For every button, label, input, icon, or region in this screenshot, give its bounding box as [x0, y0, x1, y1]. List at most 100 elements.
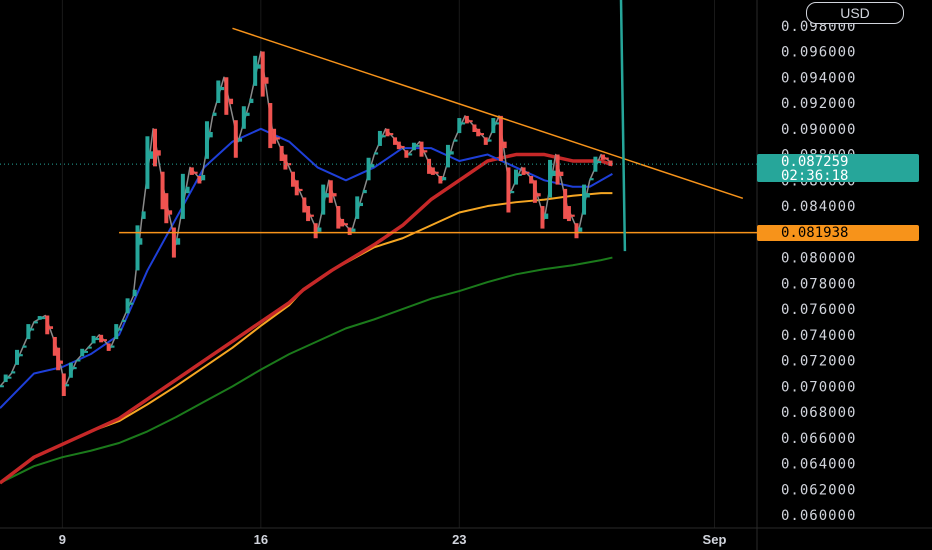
candle: [355, 196, 360, 219]
candle: [396, 141, 401, 150]
candle: [374, 152, 379, 155]
candle: [389, 133, 394, 136]
candle: [294, 180, 299, 196]
candle: [317, 227, 322, 232]
candle: [0, 385, 4, 388]
y-tick-label: 0.094000: [781, 70, 856, 86]
currency-button[interactable]: USD: [806, 2, 904, 24]
candle: [253, 55, 258, 86]
candle: [290, 171, 295, 187]
y-tick-label: 0.076000: [781, 302, 856, 318]
candle: [26, 324, 31, 340]
candle: [152, 128, 157, 167]
candle: [506, 167, 511, 213]
candle: [52, 336, 57, 356]
candle: [468, 120, 473, 123]
candle: [510, 191, 515, 194]
candle: [102, 339, 107, 342]
candle: [502, 141, 507, 149]
candle: [574, 223, 579, 239]
candle: [125, 298, 130, 314]
candle: [400, 145, 405, 148]
candle: [427, 158, 432, 174]
y-tick-label: 0.096000: [781, 45, 856, 61]
spike-candle: [619, 0, 627, 252]
candle: [434, 171, 439, 174]
candle: [65, 384, 70, 387]
candle: [449, 151, 454, 155]
candle: [118, 328, 123, 331]
y-tick-label: 0.070000: [781, 379, 856, 395]
candle: [56, 347, 61, 371]
candle: [138, 238, 143, 245]
candle: [41, 317, 46, 320]
candle: [260, 51, 265, 97]
trendlines[interactable]: [119, 27, 757, 234]
candle: [328, 180, 333, 203]
candle: [241, 106, 246, 129]
last-price-badge: 0.087259 02:36:18: [757, 154, 919, 183]
candle: [80, 348, 85, 357]
candle: [536, 193, 541, 197]
candle: [578, 227, 583, 232]
candle: [381, 135, 386, 138]
candle: [185, 186, 190, 194]
candle: [366, 157, 371, 181]
candle: [525, 171, 530, 174]
candle: [216, 80, 221, 104]
candle: [445, 144, 450, 168]
candle: [563, 188, 568, 219]
candle: [3, 374, 8, 383]
candle: [438, 176, 443, 184]
candle: [287, 163, 292, 166]
candle: [479, 133, 484, 136]
candle: [201, 174, 206, 181]
candle: [249, 98, 254, 104]
x-axis[interactable]: 9 16 23 Sep: [59, 532, 727, 547]
y-tick-label: 0.066000: [781, 431, 856, 447]
candle: [204, 121, 209, 159]
candle: [589, 178, 594, 181]
candle: [411, 142, 416, 151]
candle: [264, 77, 269, 84]
candle: [256, 64, 261, 69]
candle: [604, 157, 609, 160]
candle: [385, 128, 390, 137]
candle: [608, 160, 613, 166]
candle: [472, 124, 477, 132]
candle: [99, 334, 104, 343]
candle: [343, 223, 348, 226]
y-tick-label: 0.078000: [781, 276, 856, 292]
candle: [208, 132, 213, 138]
candle: [87, 346, 92, 349]
y-tick-label: 0.074000: [781, 328, 856, 344]
candle: [582, 184, 587, 215]
candle: [408, 153, 413, 156]
candle: [156, 150, 161, 156]
candle: [132, 289, 137, 297]
candle: [149, 151, 154, 159]
candle: [171, 227, 176, 258]
candle: [555, 154, 560, 185]
candle: [197, 176, 202, 184]
candle: [597, 160, 602, 164]
candle: [76, 359, 81, 362]
candle: [464, 115, 469, 124]
candle: [529, 176, 534, 184]
candle: [548, 159, 553, 198]
candle: [160, 171, 165, 210]
candle: [141, 211, 146, 219]
candle: [566, 206, 571, 222]
candle: [332, 193, 337, 197]
candle: [461, 122, 466, 125]
candle: [498, 115, 503, 161]
candle: [351, 228, 356, 232]
candle: [423, 150, 428, 153]
candle: [340, 218, 345, 227]
candle: [491, 118, 496, 134]
candle: [95, 338, 100, 341]
ma-long-path: [0, 256, 613, 484]
y-axis[interactable]: 0.060000 0.062000 0.064000 0.066000 0.068000…: [781, 19, 856, 524]
x-tick-label: 9: [59, 532, 66, 547]
